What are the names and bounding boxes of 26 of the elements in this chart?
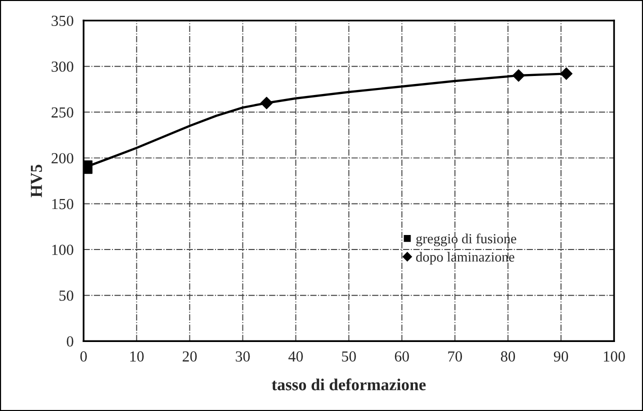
legend-label: dopo laminazione bbox=[416, 252, 514, 265]
y-tick-label: 50 bbox=[59, 290, 74, 301]
x-tick-label: 80 bbox=[500, 351, 516, 362]
y-tick-label: 0 bbox=[66, 336, 74, 347]
x-tick-label: 100 bbox=[604, 351, 625, 362]
x-tick-label: 20 bbox=[182, 351, 197, 362]
y-tick-label: 300 bbox=[52, 61, 74, 72]
x-axis-title: tasso di deformazione bbox=[272, 378, 426, 390]
x-tick-label: 90 bbox=[554, 351, 568, 362]
point bbox=[512, 69, 525, 82]
y-tick-label: 200 bbox=[52, 153, 74, 164]
x-tick-label: 50 bbox=[342, 351, 356, 362]
y-tick-label: 250 bbox=[52, 107, 74, 118]
x-tick-label: 60 bbox=[394, 351, 409, 362]
y-tick-label: 100 bbox=[52, 244, 74, 255]
y-tick-label: 150 bbox=[52, 198, 74, 210]
point bbox=[560, 67, 573, 80]
x-tick-label: 70 bbox=[448, 351, 462, 362]
y-axis-title: HV5 bbox=[30, 164, 42, 198]
x-tick-label: 40 bbox=[288, 351, 303, 362]
point bbox=[260, 96, 273, 110]
y-tick-label: 350 bbox=[52, 16, 74, 26]
x-tick-label: 10 bbox=[130, 351, 144, 362]
x-tick-label: 0 bbox=[80, 351, 87, 362]
x-tick-label: 30 bbox=[236, 351, 250, 362]
legend-label: greggio di fusione bbox=[416, 234, 516, 246]
